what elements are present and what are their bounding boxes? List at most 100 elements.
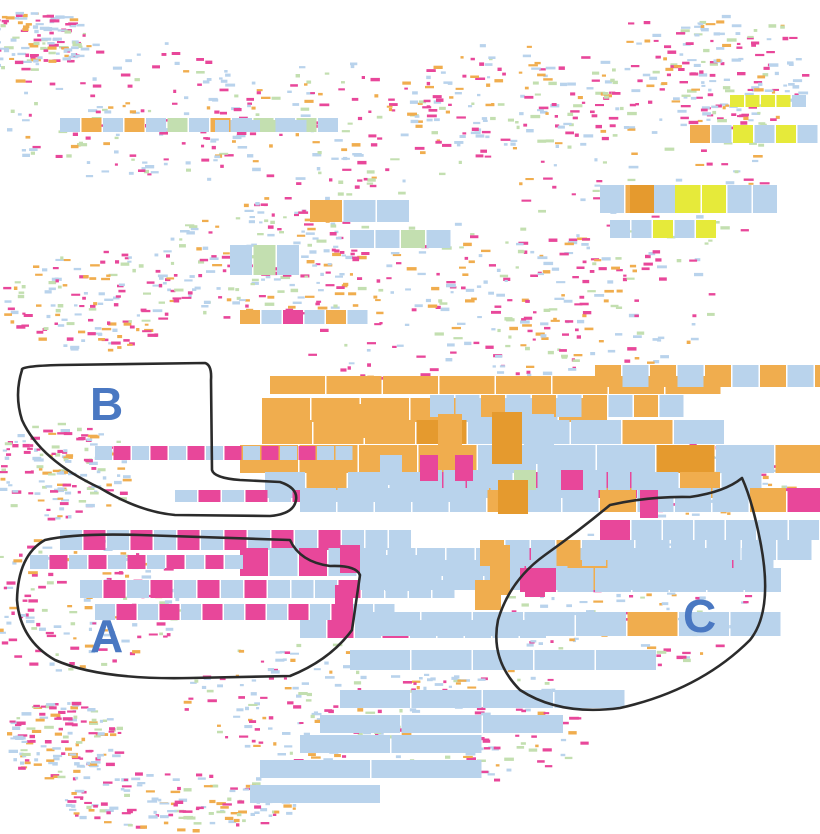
mosaic-block: [81, 118, 102, 132]
glyph-mark: [459, 246, 464, 249]
mosaic-block: [154, 530, 176, 550]
glyph-mark: [63, 632, 70, 635]
glyph-mark: [141, 319, 151, 322]
glyph-mark: [260, 203, 268, 206]
mosaic-block: [150, 446, 168, 460]
glyph-mark: [140, 109, 145, 113]
glyph-mark: [173, 803, 178, 807]
mosaic-block: [679, 612, 729, 636]
mosaic-block: [326, 310, 346, 324]
glyph-mark: [579, 302, 589, 306]
glyph-mark: [390, 252, 400, 255]
glyph-mark: [499, 365, 506, 368]
glyph-mark: [0, 477, 6, 481]
glyph-mark: [601, 74, 606, 77]
glyph-mark: [656, 514, 667, 518]
glyph-mark: [474, 711, 485, 715]
glyph-mark: [166, 277, 175, 280]
glyph-mark: [55, 258, 65, 261]
glyph-mark: [538, 209, 546, 213]
glyph-mark: [163, 821, 169, 825]
glyph-mark: [547, 350, 554, 355]
mosaic-block: [561, 470, 583, 490]
glyph-mark: [657, 339, 662, 342]
glyph-mark: [357, 688, 362, 691]
glyph-mark: [447, 343, 455, 347]
glyph-mark: [530, 640, 537, 643]
glyph-mark: [508, 335, 512, 339]
glyph-mark: [325, 676, 335, 679]
glyph-mark: [101, 327, 112, 331]
glyph-mark: [341, 254, 346, 257]
glyph-mark: [267, 225, 274, 229]
glyph-mark: [578, 717, 582, 720]
glyph-mark: [294, 213, 299, 217]
glyph-mark: [413, 682, 417, 685]
glyph-mark: [5, 16, 15, 20]
glyph-mark: [138, 264, 144, 268]
glyph-mark: [123, 823, 132, 826]
mosaic-block: [124, 118, 145, 132]
glyph-mark: [784, 90, 790, 93]
glyph-mark: [270, 670, 280, 674]
glyph-mark: [555, 124, 560, 128]
glyph-mark: [111, 341, 121, 345]
glyph-mark: [124, 793, 130, 797]
glyph-mark: [42, 15, 52, 18]
mosaic-block: [483, 690, 553, 708]
glyph-mark: [128, 320, 132, 323]
glyph-mark: [122, 478, 132, 482]
mosaic-block: [169, 446, 186, 460]
glyph-mark: [375, 733, 379, 737]
glyph-mark: [58, 727, 63, 731]
glyph-mark: [85, 175, 94, 178]
glyph-mark: [551, 267, 560, 271]
glyph-mark: [682, 61, 690, 65]
glyph-mark: [159, 632, 163, 636]
glyph-mark: [802, 74, 810, 77]
glyph-mark: [163, 158, 169, 161]
glyph-mark: [485, 345, 494, 349]
mosaic-tile: [640, 490, 658, 518]
glyph-mark: [98, 648, 108, 651]
glyph-mark: [147, 800, 158, 803]
glyph-mark: [223, 316, 231, 319]
glyph-mark: [470, 235, 479, 239]
glyph-mark: [147, 109, 152, 113]
glyph-mark: [251, 679, 257, 682]
glyph-mark: [471, 102, 475, 105]
glyph-mark: [610, 304, 619, 308]
glyph-mark: [366, 349, 371, 352]
glyph-mark: [21, 324, 29, 327]
glyph-mark: [108, 106, 114, 109]
glyph-mark: [701, 28, 709, 32]
glyph-mark: [744, 92, 754, 96]
glyph-mark: [47, 517, 56, 521]
mosaic-block: [730, 95, 744, 107]
glyph-mark: [71, 701, 82, 706]
glyph-mark: [61, 499, 70, 502]
glyph-mark: [494, 305, 502, 308]
glyph-mark: [543, 177, 553, 180]
glyph-mark: [598, 267, 607, 271]
glyph-mark: [465, 752, 476, 756]
mosaic-block: [88, 555, 107, 569]
glyph-mark: [73, 769, 81, 773]
glyph-mark: [494, 778, 501, 782]
glyph-mark: [247, 104, 251, 108]
glyph-mark: [127, 343, 133, 346]
mosaic-block: [318, 118, 338, 132]
glyph-mark: [45, 485, 53, 488]
mosaic-block: [270, 376, 325, 394]
glyph-mark: [268, 716, 274, 720]
glyph-mark: [463, 242, 472, 247]
glyph-mark: [561, 721, 569, 725]
glyph-mark: [25, 23, 32, 26]
glyph-mark: [277, 228, 282, 231]
glyph-mark: [454, 141, 464, 144]
glyph-mark: [612, 80, 618, 85]
glyph-mark: [228, 820, 237, 824]
glyph-mark: [290, 288, 299, 293]
mosaic-block: [350, 650, 410, 670]
glyph-mark: [96, 50, 105, 54]
